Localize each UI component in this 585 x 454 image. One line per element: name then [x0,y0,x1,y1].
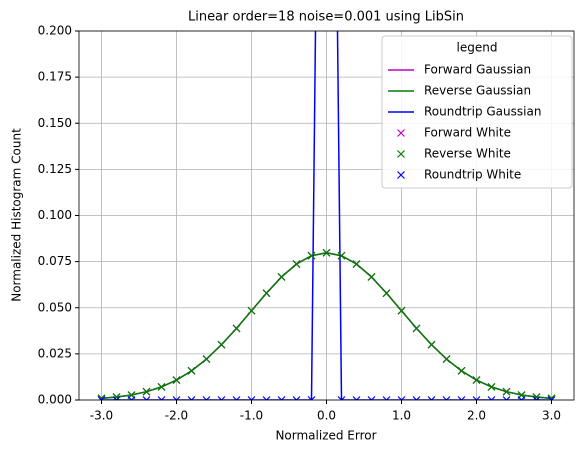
series-marker [217,340,226,349]
series-marker [112,396,121,400]
series-marker [142,396,151,400]
series-marker [532,396,541,400]
y-tick-label: 0.025 [38,346,72,360]
plot-area [97,31,556,400]
x-tick-label: -3.0 [90,409,113,423]
series-marker [202,355,211,363]
x-tick-label: -2.0 [165,409,188,423]
series-marker [532,393,541,400]
series-marker [187,396,196,400]
series-marker [277,396,286,400]
legend-swatch [397,150,405,158]
y-tick-label: 0.175 [38,70,72,84]
series-marker [427,340,436,349]
series-marker [142,387,151,396]
series-marker [472,376,481,384]
series-marker [517,396,526,400]
series-marker [217,396,226,400]
series-marker [457,396,466,400]
y-tick-label: 0.100 [38,208,72,222]
series-marker [157,396,166,400]
series-marker [232,396,241,400]
series-marker [262,396,271,400]
y-tick-label: 0.075 [38,254,72,268]
series-marker [472,396,481,400]
series-marker [367,396,376,400]
series-marker [382,289,391,298]
series-marker [352,260,361,268]
series-marker [172,376,181,384]
series-marker [172,396,181,400]
legend-label: Forward Gaussian [424,63,531,77]
x-tick-label: 2.0 [467,409,486,423]
y-tick-label: 0.000 [38,393,72,407]
legend-label: Roundtrip Gaussian [424,105,541,119]
series-marker [262,289,271,298]
series-marker [457,366,466,375]
series-marker [442,355,451,363]
series-marker [127,396,136,400]
series-marker [97,394,106,400]
series-marker [247,396,256,400]
series-marker [412,396,421,400]
series-marker [502,387,511,396]
series-marker [352,396,361,400]
series-marker [292,396,301,400]
series-marker [277,273,286,281]
series-marker [232,324,241,333]
series-marker [502,396,511,400]
y-tick-label: 0.150 [38,116,72,130]
series-marker [367,273,376,281]
series-marker [382,396,391,400]
series-marker [397,396,406,400]
series-marker [397,306,406,315]
series-marker [547,394,556,400]
series-marker [307,251,316,260]
series-marker [547,396,556,400]
legend-swatch [397,129,405,137]
y-axis-label: Normalized Histogram Count [10,128,24,302]
y-tick-label: 0.125 [38,162,72,176]
series-marker [307,396,316,400]
chart-title: Linear order=18 noise=0.001 using LibSin [188,10,464,25]
series-marker [487,396,496,400]
series-marker [427,396,436,400]
series-marker [187,366,196,375]
x-tick-label: 3.0 [542,409,561,423]
legend-label: Roundtrip White [424,168,521,182]
series-marker [97,396,106,400]
series-marker [337,251,346,260]
series-marker [247,306,256,315]
legend-label: Reverse White [424,147,511,161]
legend-box [381,35,573,189]
y-tick-label: 0.050 [38,300,72,314]
series-marker [292,260,301,268]
legend-label: Reverse Gaussian [424,84,531,98]
legend-title: legend [457,41,498,55]
series-marker [442,396,451,400]
x-axis-label: Normalized Error [275,429,376,443]
x-tick-label: 1.0 [392,409,411,423]
y-tick-label: 0.200 [38,24,72,38]
series-marker [322,248,331,257]
series-marker [157,382,166,391]
series-marker [337,396,346,400]
axes-frame [78,30,575,401]
legend-label: Forward White [424,126,511,140]
series-marker [412,324,421,333]
x-tick-label: -1.0 [240,409,263,423]
series-marker [112,393,121,400]
legend-swatch [397,171,405,179]
x-tick-label: 0.0 [317,409,336,423]
series-marker [487,382,496,391]
series-marker [202,396,211,400]
